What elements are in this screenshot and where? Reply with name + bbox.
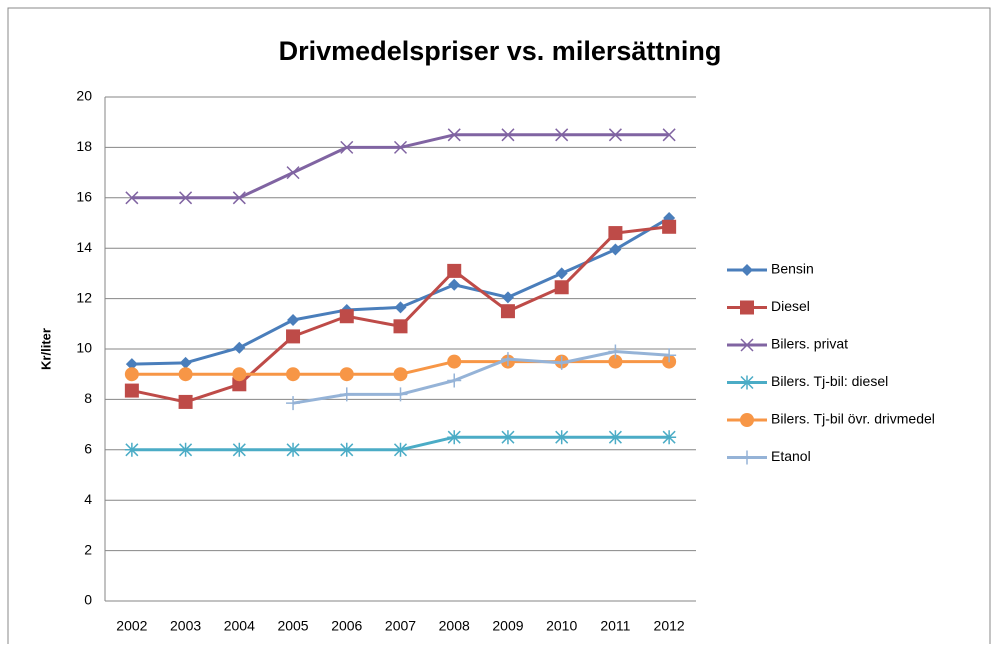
marker bbox=[340, 140, 354, 154]
y-tick-label: 0 bbox=[84, 592, 92, 608]
marker bbox=[233, 341, 246, 354]
marker bbox=[286, 442, 301, 457]
marker bbox=[124, 383, 139, 398]
marker bbox=[286, 367, 301, 382]
legend-label: Bilers. privat bbox=[771, 336, 848, 352]
marker bbox=[179, 191, 193, 205]
marker bbox=[178, 367, 193, 382]
marker bbox=[662, 348, 677, 363]
marker bbox=[500, 304, 515, 319]
y-tick-label: 4 bbox=[84, 491, 92, 507]
marker bbox=[178, 394, 193, 409]
marker bbox=[286, 166, 300, 180]
marker bbox=[447, 354, 462, 369]
marker bbox=[339, 309, 354, 324]
marker bbox=[393, 319, 408, 334]
x-tick-label: 2004 bbox=[224, 618, 255, 634]
legend-marker bbox=[741, 264, 753, 276]
marker bbox=[448, 278, 461, 291]
marker bbox=[124, 442, 139, 457]
y-tick-label: 16 bbox=[76, 189, 92, 205]
series-line bbox=[292, 350, 670, 405]
marker bbox=[393, 140, 408, 154]
x-tick-label: 2010 bbox=[546, 618, 577, 634]
marker bbox=[662, 128, 676, 142]
marker bbox=[500, 430, 515, 445]
y-tick-label: 8 bbox=[84, 390, 92, 406]
chart-title: Drivmedelspriser vs. milersättning bbox=[279, 36, 722, 66]
marker bbox=[608, 354, 623, 369]
legend-label: Bensin bbox=[771, 261, 814, 277]
marker bbox=[286, 329, 301, 344]
marker bbox=[555, 267, 568, 280]
marker bbox=[339, 387, 354, 402]
x-tick-label: 2002 bbox=[116, 618, 147, 634]
marker bbox=[125, 358, 138, 371]
y-tick-label: 20 bbox=[76, 88, 92, 104]
marker bbox=[393, 367, 408, 382]
marker bbox=[232, 191, 246, 205]
y-tick-label: 10 bbox=[76, 340, 92, 356]
marker bbox=[662, 219, 677, 234]
marker bbox=[608, 430, 623, 445]
marker bbox=[393, 387, 408, 402]
x-tick-label: 2006 bbox=[331, 618, 362, 634]
marker bbox=[339, 442, 354, 457]
marker bbox=[393, 442, 408, 457]
marker bbox=[179, 356, 192, 369]
legend-marker bbox=[740, 450, 754, 465]
y-tick-label: 14 bbox=[76, 239, 92, 255]
marker bbox=[608, 344, 623, 359]
chart-border bbox=[7, 7, 991, 649]
marker bbox=[232, 367, 247, 382]
legend-label: Diesel bbox=[771, 298, 810, 314]
marker bbox=[555, 128, 569, 142]
legend-marker bbox=[740, 338, 754, 352]
y-tick-label: 6 bbox=[84, 441, 92, 457]
legend-marker bbox=[740, 413, 754, 427]
marker bbox=[125, 191, 139, 205]
marker bbox=[447, 128, 461, 142]
x-tick-label: 2003 bbox=[170, 618, 201, 634]
marker bbox=[501, 291, 514, 304]
x-tick-label: 2005 bbox=[277, 618, 308, 634]
legend-label: Bilers. Tj-bil: diesel bbox=[771, 373, 888, 389]
marker bbox=[232, 442, 247, 457]
marker bbox=[609, 243, 622, 256]
marker bbox=[124, 367, 139, 382]
marker bbox=[394, 301, 407, 314]
x-tick-label: 2009 bbox=[492, 618, 523, 634]
marker bbox=[447, 373, 462, 388]
marker bbox=[500, 352, 515, 367]
marker bbox=[286, 396, 301, 411]
marker bbox=[178, 442, 193, 457]
y-tick-label: 18 bbox=[76, 138, 92, 154]
legend-marker bbox=[740, 375, 754, 390]
marker bbox=[554, 430, 569, 445]
y-tick-label: 2 bbox=[84, 541, 92, 557]
marker bbox=[339, 367, 354, 382]
x-tick-label: 2008 bbox=[439, 618, 470, 634]
marker bbox=[232, 377, 247, 392]
marker bbox=[447, 263, 462, 278]
y-axis-label: Kr/liter bbox=[38, 328, 53, 370]
marker bbox=[554, 355, 569, 370]
marker bbox=[662, 430, 677, 445]
legend-label: Bilers. Tj-bil övr. drivmedel bbox=[771, 411, 935, 427]
y-tick-label: 12 bbox=[76, 289, 92, 305]
marker bbox=[501, 128, 515, 142]
marker bbox=[608, 128, 622, 142]
marker bbox=[287, 314, 300, 327]
x-tick-label: 2007 bbox=[385, 618, 416, 634]
marker bbox=[608, 226, 623, 241]
x-tick-label: 2011 bbox=[600, 618, 630, 634]
legend-marker bbox=[740, 300, 754, 315]
marker bbox=[447, 430, 462, 445]
marker bbox=[554, 280, 569, 295]
legend-label: Etanol bbox=[771, 448, 811, 464]
x-tick-label: 2012 bbox=[654, 618, 685, 634]
